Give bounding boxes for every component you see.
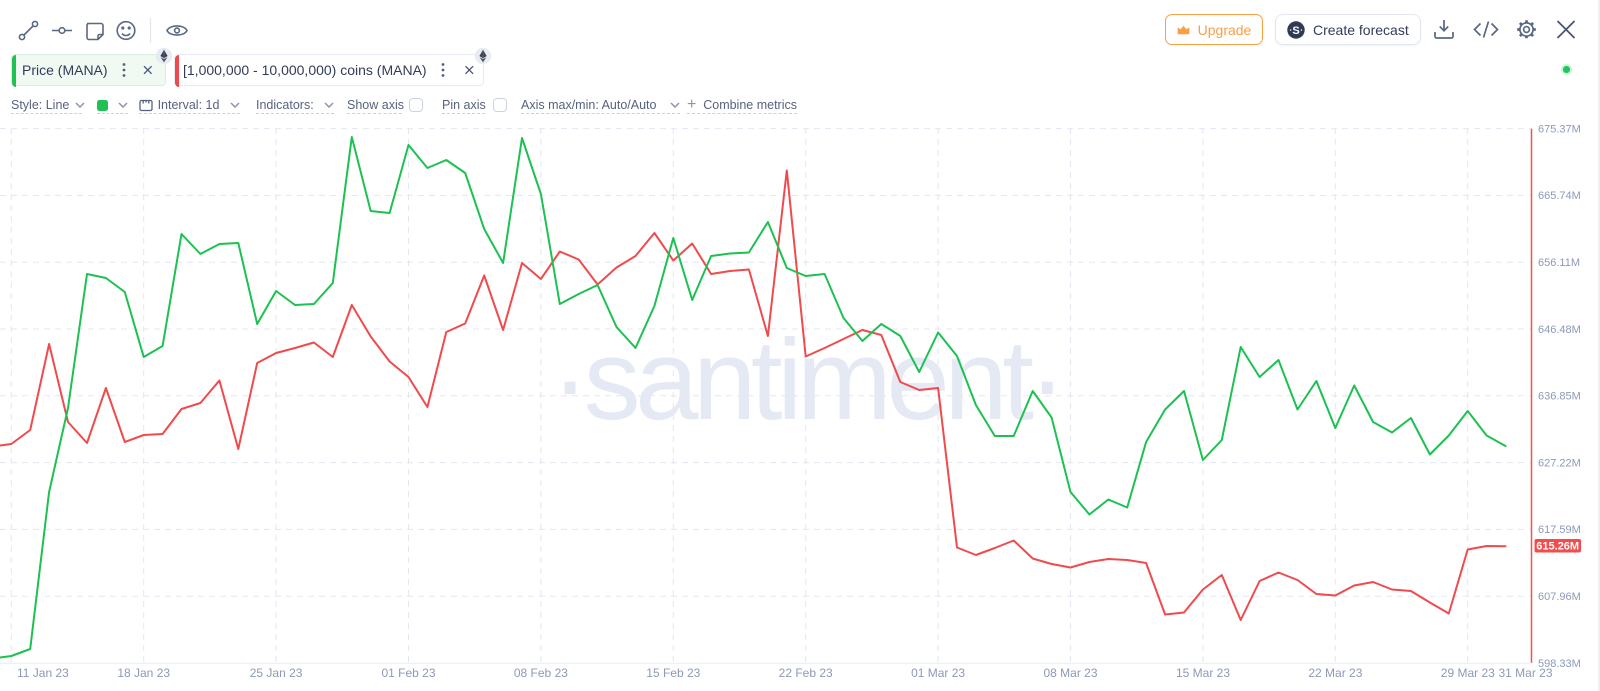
svg-text:656.11M: 656.11M	[1538, 257, 1580, 269]
svg-text:01 Mar 23: 01 Mar 23	[911, 666, 965, 680]
svg-text:675.37M: 675.37M	[1538, 123, 1581, 135]
svg-text:15 Mar 23: 15 Mar 23	[1176, 666, 1230, 680]
svg-text:617.59M: 617.59M	[1538, 524, 1581, 536]
svg-text:627.22M: 627.22M	[1538, 457, 1581, 469]
svg-text:598.33M: 598.33M	[1538, 658, 1581, 670]
svg-text:646.48M: 646.48M	[1538, 324, 1581, 336]
svg-text:22 Mar 23: 22 Mar 23	[1308, 666, 1362, 680]
svg-text:11 Jan 23: 11 Jan 23	[17, 666, 69, 680]
svg-text:·santiment·: ·santiment·	[551, 317, 1061, 444]
svg-text:636.85M: 636.85M	[1538, 391, 1581, 403]
svg-text:615.26M: 615.26M	[1536, 541, 1579, 553]
svg-text:15 Feb 23: 15 Feb 23	[646, 666, 700, 680]
svg-text:25 Jan 23: 25 Jan 23	[250, 666, 303, 680]
svg-text:22 Feb 23: 22 Feb 23	[779, 666, 833, 680]
svg-text:08 Feb 23: 08 Feb 23	[514, 666, 568, 680]
svg-text:607.96M: 607.96M	[1538, 591, 1581, 603]
svg-text:29 Mar 23: 29 Mar 23	[1441, 666, 1495, 680]
svg-text:31 Mar 23: 31 Mar 23	[1498, 666, 1552, 680]
svg-text:08 Mar 23: 08 Mar 23	[1043, 666, 1097, 680]
svg-text:S: S	[1292, 25, 1299, 37]
svg-text:665.74M: 665.74M	[1538, 190, 1581, 202]
svg-text:18 Jan 23: 18 Jan 23	[117, 666, 170, 680]
svg-text:01 Feb 23: 01 Feb 23	[381, 666, 435, 680]
